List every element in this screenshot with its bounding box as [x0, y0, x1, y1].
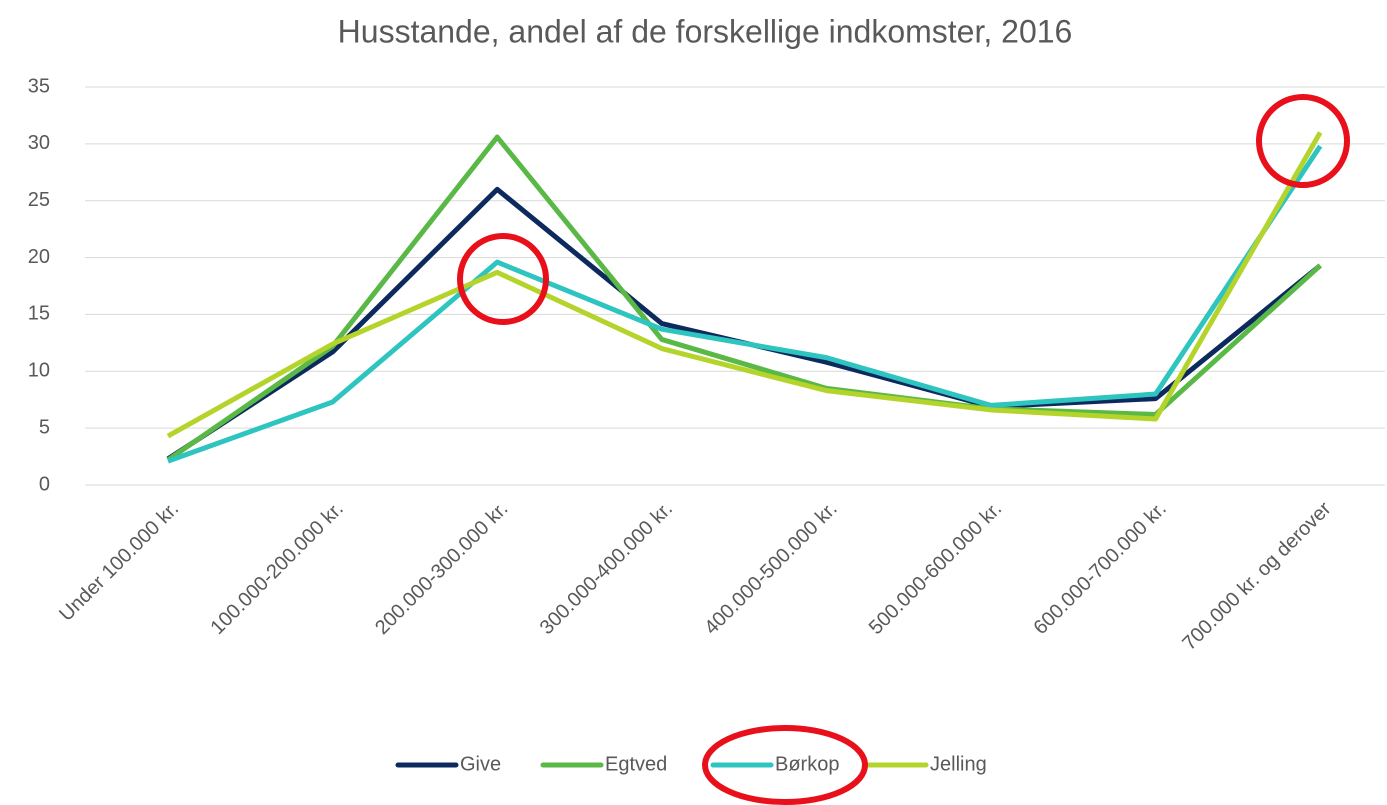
y-tick-label: 10	[28, 360, 50, 382]
legend-label: Give	[460, 753, 501, 775]
legend-label: Egtved	[605, 753, 667, 775]
y-tick-label: 0	[39, 473, 50, 495]
x-tick-label: 700.000 kr. og derover	[1178, 497, 1335, 654]
series-line	[166, 131, 1323, 439]
y-tick-label: 5	[39, 416, 50, 438]
legend-label: Jelling	[930, 753, 987, 775]
y-tick-label: 25	[28, 189, 50, 211]
grid	[85, 86, 1385, 486]
y-tick-label: 35	[28, 75, 50, 97]
x-tick-label: 300.000-400.000 kr.	[536, 498, 677, 639]
x-tick-label: 400.000-500.000 kr.	[700, 498, 841, 639]
labels: 0 5 10 15 20 25 30 35 Under 100.000 kr. 100.000-2…	[28, 75, 1336, 655]
y-tick-label: 15	[28, 303, 50, 325]
chart-title: Husstande, andel af de forskellige indko…	[338, 13, 1073, 49]
series-line	[167, 144, 1323, 464]
legend-label: Børkop	[775, 753, 839, 775]
highlight-ellipse	[702, 725, 868, 805]
highlight-circle	[1256, 94, 1350, 188]
x-tick-label: Under 100.000 kr.	[55, 498, 183, 626]
y-tick-label: 20	[28, 246, 50, 268]
x-tick-label: 100.000-200.000 kr.	[207, 498, 348, 639]
x-tick-label: 500.000-600.000 kr.	[865, 498, 1006, 639]
x-tick-label: 600.000-700.000 kr.	[1030, 498, 1171, 639]
y-tick-label: 30	[28, 132, 50, 154]
legend: Give Egtved Børkop Jelling	[395, 753, 987, 775]
highlight-circle	[457, 233, 549, 325]
lines	[166, 131, 1323, 464]
series-line	[166, 134, 1322, 463]
x-tick-label: 200.000-300.000 kr.	[371, 498, 512, 639]
annotations	[457, 94, 1350, 805]
